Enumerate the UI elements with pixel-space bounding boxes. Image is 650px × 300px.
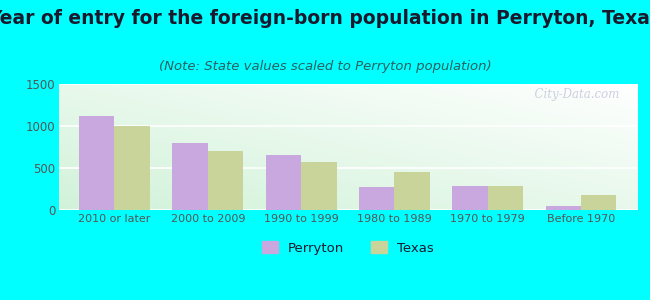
Text: City-Data.com: City-Data.com [527, 88, 619, 101]
Bar [395, 172, 430, 210]
Bar [581, 195, 616, 210]
Bar [452, 186, 488, 210]
Text: Year of entry for the foreign-born population in Perryton, Texas: Year of entry for the foreign-born popul… [0, 9, 650, 28]
Bar [545, 206, 581, 210]
Bar [208, 151, 243, 210]
Bar [359, 187, 395, 210]
Bar [172, 143, 208, 210]
Legend: Perryton, Texas: Perryton, Texas [256, 236, 439, 260]
Bar [79, 116, 114, 210]
Bar [488, 186, 523, 210]
Text: (Note: State values scaled to Perryton population): (Note: State values scaled to Perryton p… [159, 60, 491, 73]
Bar [301, 162, 337, 210]
Bar [266, 154, 301, 210]
Bar [114, 126, 150, 210]
